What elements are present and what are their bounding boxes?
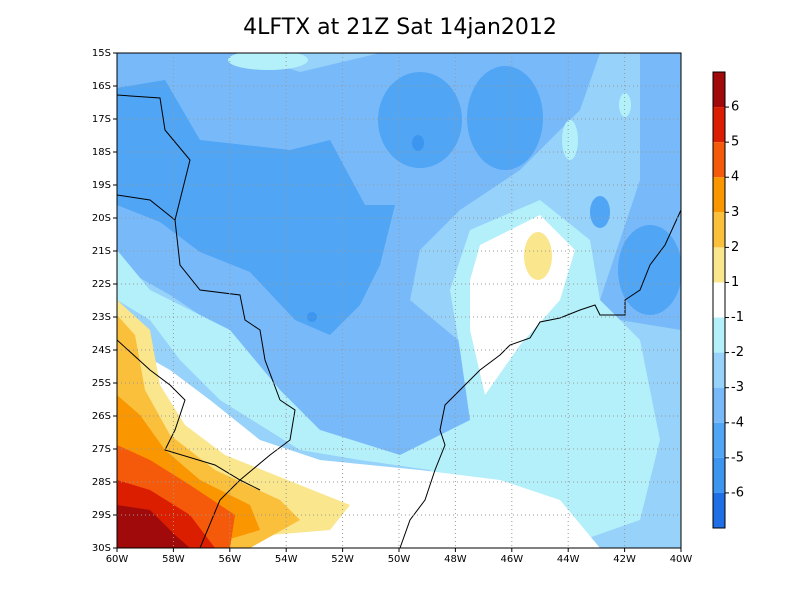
lat-label: 27S — [92, 444, 111, 455]
lon-label: 46W — [500, 554, 523, 565]
lat-label: 25S — [92, 378, 111, 389]
lat-label: 19S — [92, 180, 111, 191]
lat-label: 24S — [92, 345, 111, 356]
colorbar-label: 4 — [731, 170, 739, 185]
colorbar-segment — [713, 282, 725, 318]
colorbar-label: 3 — [731, 205, 739, 220]
lon-label: 58W — [162, 554, 185, 565]
lon-label: 54W — [275, 554, 298, 565]
graticule — [117, 53, 681, 548]
colorbar-label: -4 — [731, 415, 744, 430]
lat-label: 26S — [92, 411, 111, 422]
lon-label: 40W — [670, 554, 693, 565]
lat-label: 22S — [92, 279, 111, 290]
colorbar-segment — [713, 247, 725, 283]
colorbar-segment — [713, 177, 725, 213]
lon-label: 50W — [388, 554, 411, 565]
colorbar-label: -3 — [731, 380, 744, 395]
lon-label: 44W — [557, 554, 580, 565]
colorbar-frame — [712, 71, 726, 529]
lon-label: 48W — [444, 554, 467, 565]
lat-label: 29S — [92, 510, 111, 521]
lat-label: 23S — [92, 312, 111, 323]
colorbar-label: -5 — [731, 450, 744, 465]
lat-label: 15S — [92, 48, 111, 59]
colorbar: 6 5 4 3 2 1 -1 -2 -3 -4 -5 -6 — [712, 71, 744, 529]
lon-label: 52W — [331, 554, 354, 565]
colorbar-segment — [713, 212, 725, 248]
colorbar-label: -2 — [731, 345, 744, 360]
coastlines-borders — [117, 94, 681, 548]
colorbar-label: 5 — [731, 135, 739, 150]
colorbar-segment — [713, 457, 725, 493]
colorbar-label: -6 — [731, 485, 744, 500]
lat-label: 20S — [92, 213, 111, 224]
colorbar-segment — [713, 492, 725, 528]
lat-label: 28S — [92, 477, 111, 488]
colorbar-segment — [713, 317, 725, 353]
lon-label: 60W — [106, 554, 129, 565]
contour-field — [117, 53, 681, 548]
lon-label: 42W — [613, 554, 636, 565]
lat-label: 18S — [92, 147, 111, 158]
lat-label: 21S — [92, 246, 111, 257]
lat-label: 17S — [92, 114, 111, 125]
colorbar-segment — [713, 387, 725, 423]
colorbar-segment — [713, 422, 725, 458]
colorbar-segment — [713, 72, 725, 108]
colorbar-label: 2 — [731, 240, 739, 255]
colorbar-label: 1 — [731, 275, 739, 290]
lat-label: 30S — [92, 543, 111, 554]
colorbar-segment — [713, 142, 725, 178]
colorbar-label: 6 — [731, 100, 739, 115]
lon-label: 56W — [218, 554, 241, 565]
colorbar-segment — [713, 352, 725, 388]
map-title: 4LFTX at 21Z Sat 14jan2012 — [243, 15, 557, 40]
colorbar-label: -1 — [731, 310, 744, 325]
colorbar-segment — [713, 107, 725, 143]
lat-label: 16S — [92, 81, 111, 92]
